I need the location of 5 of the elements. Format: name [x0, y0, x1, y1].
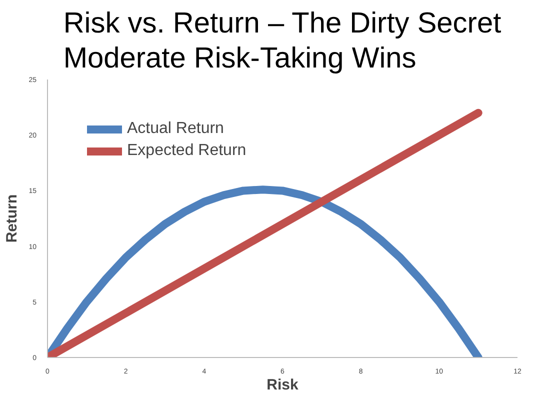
- legend-label: Actual Return: [127, 120, 224, 138]
- chart-title: Risk vs. Return – The Dirty Secret Moderate Risk-Taking Wins: [63, 7, 502, 74]
- x-axis-title: Risk: [266, 376, 299, 394]
- legend-label: Expected Return: [127, 142, 246, 160]
- y-axis-title: Return: [4, 194, 21, 243]
